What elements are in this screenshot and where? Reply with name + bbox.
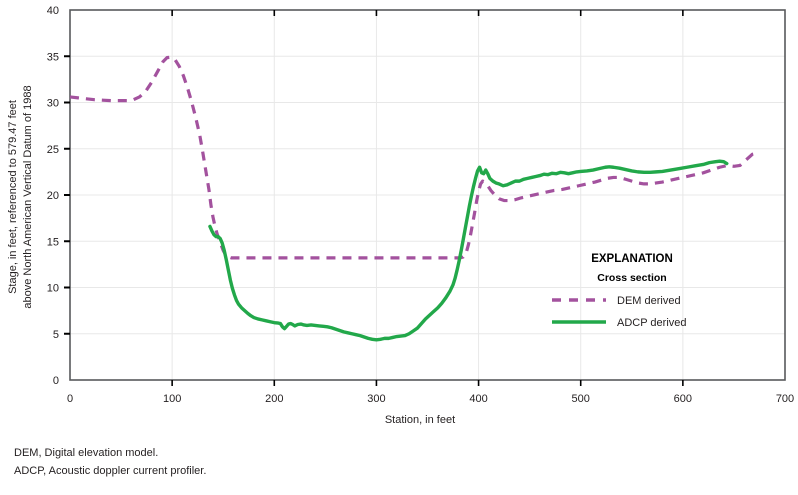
y-tick-label: 25 <box>47 144 59 156</box>
series-line-adcp <box>208 159 729 342</box>
legend-title: EXPLANATION <box>591 253 673 265</box>
legend-label: ADCP derived <box>617 317 687 329</box>
legend-subtitle: Cross section <box>597 272 666 284</box>
x-tick-label: 200 <box>265 393 283 405</box>
x-tick-label: 500 <box>572 393 590 405</box>
y-tick-label: 15 <box>47 236 59 248</box>
legend-item-dem-derived[interactable]: DEM derived <box>552 295 681 307</box>
series-line-dem <box>69 55 757 260</box>
y-axis-title-line1: Stage, in feet, referenced to 579.47 fee… <box>7 100 19 294</box>
y-tick-label: 30 <box>47 98 59 110</box>
y-tick-label: 0 <box>53 375 59 387</box>
y-tick-label: 10 <box>47 283 59 295</box>
y-tick-label: 40 <box>47 5 59 17</box>
data-series <box>69 55 757 342</box>
y-axis-title-line2: above North American Vertical Datum of 1… <box>22 85 34 308</box>
axis-ticks <box>64 10 684 386</box>
grid-lines <box>70 10 785 380</box>
x-tick-label: 400 <box>469 393 487 405</box>
footnote-adcp: ADCP, Acoustic doppler current profiler. <box>14 465 207 477</box>
x-axis-title: Station, in feet <box>385 414 455 426</box>
y-tick-label: 5 <box>53 329 59 341</box>
y-tick-label: 20 <box>47 190 59 202</box>
y-tick-label: 35 <box>47 51 59 63</box>
x-tick-label: 600 <box>674 393 692 405</box>
legend-item-adcp-derived[interactable]: ADCP derived <box>552 317 687 329</box>
chart-legend: EXPLANATION Cross section DEM derived ADCP … <box>552 253 687 329</box>
x-tick-label: 100 <box>163 393 181 405</box>
footnote-dem: DEM, Digital elevation model. <box>14 447 159 459</box>
x-tick-label: 0 <box>67 393 73 405</box>
x-tick-label: 700 <box>776 393 794 405</box>
x-tick-label: 300 <box>367 393 385 405</box>
legend-label: DEM derived <box>617 295 681 307</box>
